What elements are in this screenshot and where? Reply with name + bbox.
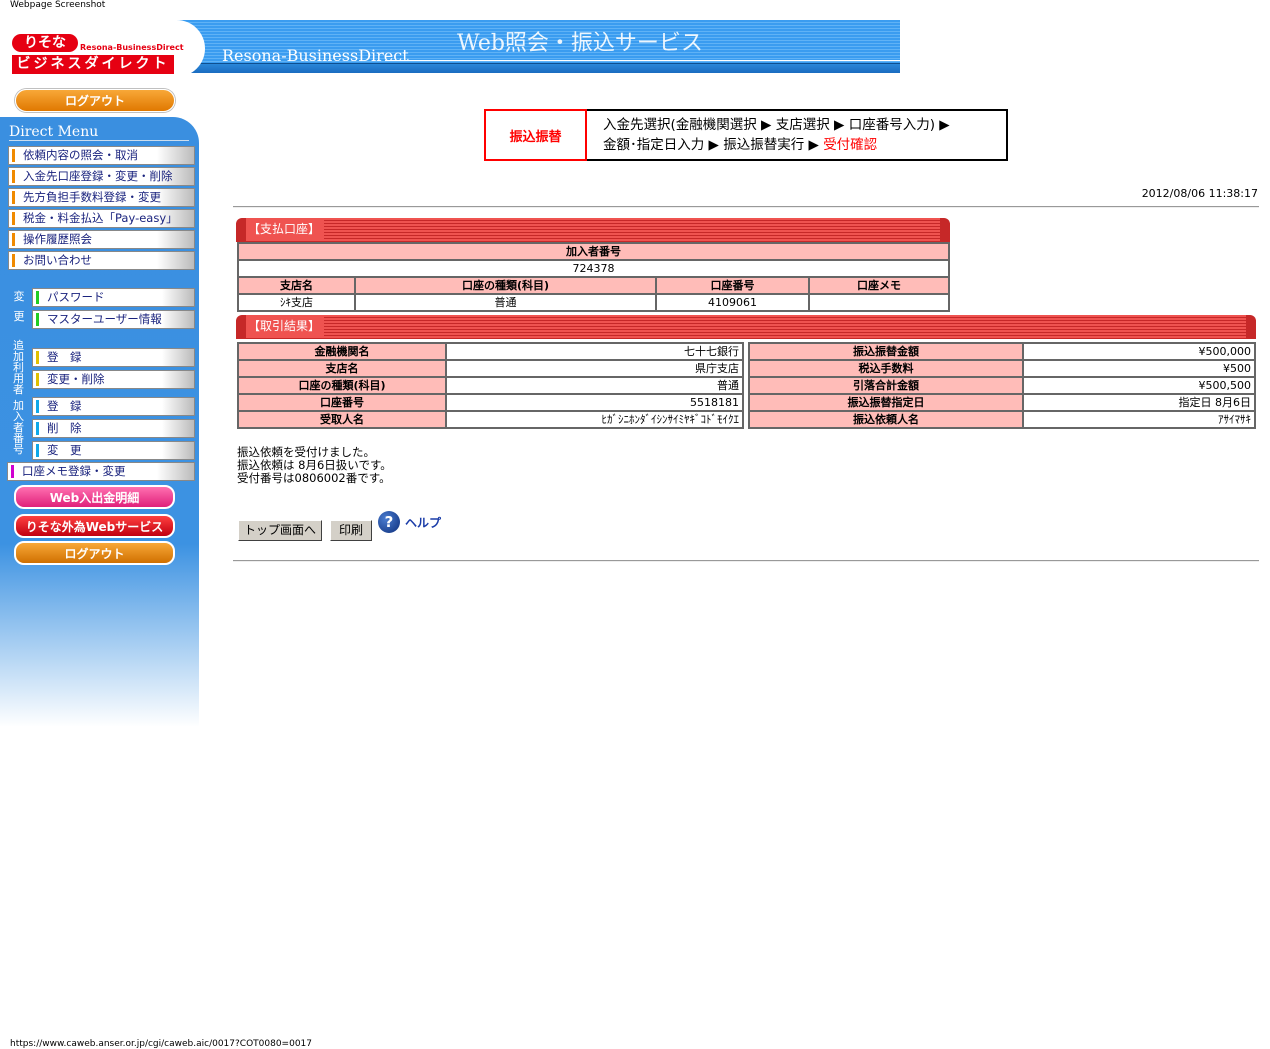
page-title: Web照会・振込サービス: [457, 31, 703, 56]
help-link[interactable]: ヘルプ: [405, 516, 442, 530]
table-row: 口座番号 5518181: [237, 393, 744, 412]
table-row: 振込振替指定日 指定日 8月6日: [748, 393, 1256, 412]
caption: Webpage Screenshot: [10, 0, 106, 10]
step-line-1: 入金先選択(金融機関選択 ▶ 支店選択 ▶ 口座番号入力) ▶: [603, 117, 950, 133]
logout-button-bottom[interactable]: ログアウト: [14, 541, 175, 565]
menu-item-subscriber-delete[interactable]: 削 除: [32, 419, 195, 438]
label: 振込依頼人名: [748, 410, 1024, 429]
result-messages: 振込依頼を受付けました。 振込依頼は 8月6日扱いです。 受付番号は080600…: [237, 446, 392, 485]
table-row: 口座の種類(科目) 普通: [237, 376, 744, 395]
forex-web-button[interactable]: りそな外為Webサービス: [14, 514, 175, 538]
label: 支店名: [237, 359, 447, 378]
payment-account-header: 【支払口座】: [236, 218, 950, 242]
table-row: 税込手数料 ¥500: [748, 359, 1256, 378]
value: 指定日 8月6日: [1022, 393, 1256, 412]
direct-menu-title: Direct Menu: [9, 124, 189, 141]
step-category: 振込振替: [484, 109, 587, 161]
col-header: 口座番号: [655, 276, 810, 295]
value: ¥500,000: [1022, 342, 1256, 361]
cell-branch: ｼｷ支店: [237, 293, 356, 312]
value: ﾋｶﾞｼﾆﾎﾝﾀﾞｲｼﾝｻｲﾐﾔｷﾞｺﾄﾞﾓｲｸｴ: [445, 410, 744, 429]
col-header: 支店名: [237, 276, 356, 295]
cell-memo: [808, 293, 950, 312]
result-header: 【取引結果】: [236, 315, 1256, 339]
table-row: 受取人名 ﾋｶﾞｼﾆﾎﾝﾀﾞｲｼﾝｻｲﾐﾔｷﾞｺﾄﾞﾓｲｸｴ: [237, 410, 744, 429]
menu-item-contact[interactable]: お問い合わせ: [8, 251, 195, 270]
result-left-table: 金融機関名 七十七銀行 支店名 県庁支店 口座の種類(科目) 普通 口座番号 55181…: [237, 342, 744, 429]
label: 口座番号: [237, 393, 447, 412]
change-label: 変: [13, 290, 25, 303]
message: 振込依頼を受付けました。: [237, 445, 375, 459]
subscriber-header: 加入者番号: [237, 242, 950, 261]
value: ¥500,500: [1022, 376, 1256, 395]
label: 税込手数料: [748, 359, 1024, 378]
table-row: 振込振替金額 ¥500,000: [748, 342, 1256, 361]
value: ｱｻｲﾏｻｷ: [1022, 410, 1256, 429]
divider: [233, 206, 1259, 208]
menu-item-user-register[interactable]: 登 録: [32, 348, 195, 367]
menu-item-password[interactable]: パスワード: [32, 288, 195, 307]
web-statement-button[interactable]: Web入出金明細: [14, 485, 175, 509]
help-icon[interactable]: ?: [378, 511, 400, 533]
brand-line: [385, 60, 900, 61]
value: 5518181: [445, 393, 744, 412]
logo: りそな: [12, 34, 78, 52]
logout-button[interactable]: ログアウト: [15, 89, 175, 112]
menu-item-subscriber-change[interactable]: 変 更: [32, 441, 195, 460]
timestamp: 2012/08/06 11:38:17: [1141, 187, 1258, 200]
message: 受付番号は0806002番です。: [237, 471, 391, 485]
label: 引落合計金額: [748, 376, 1024, 395]
col-header: 口座メモ: [808, 276, 950, 295]
value: 普通: [445, 376, 744, 395]
step-current: 受付確認: [823, 137, 878, 153]
subscriber-number: 724378: [237, 259, 950, 278]
value: 七十七銀行: [445, 342, 744, 361]
change-label-2: 更: [13, 310, 25, 323]
top-page-button[interactable]: トップ画面へ: [238, 520, 322, 541]
table-row: 金融機関名 七十七銀行: [237, 342, 744, 361]
cell-account-number: 4109061: [655, 293, 810, 312]
brand-text: Resona-BusinessDirect: [222, 46, 409, 65]
menu-item-master-user[interactable]: マスターユーザー情報: [32, 310, 195, 329]
label: 振込振替指定日: [748, 393, 1024, 412]
menu-item-user-edit[interactable]: 変更・削除: [32, 370, 195, 389]
table-row: 引落合計金額 ¥500,500: [748, 376, 1256, 395]
menu-item-history[interactable]: 操作履歴照会: [8, 230, 195, 249]
menu-item-payeasy[interactable]: 税金・料金払込「Pay-easy」: [8, 209, 195, 228]
menu-item-account-memo[interactable]: 口座メモ登録・変更: [7, 462, 195, 481]
label: 振込振替金額: [748, 342, 1024, 361]
result-title: 【取引結果】: [246, 315, 325, 337]
divider-bottom: [233, 560, 1259, 562]
menu-item-payee-account[interactable]: 入金先口座登録・変更・削除: [8, 167, 195, 186]
step-line-2: 金額･指定日入力 ▶ 振込振替実行 ▶: [603, 137, 824, 153]
subscriber-label: 加入者番号: [13, 399, 24, 456]
step-indicator: 振込振替 入金先選択(金融機関選択 ▶ 支店選択 ▶ 口座番号入力) ▶ 金額･指…: [484, 109, 1008, 161]
message: 振込依頼は 8月6日扱いです。: [237, 458, 392, 472]
logo-bottom: ビジネスダイレクト: [12, 55, 174, 74]
payment-account-table: 加入者番号 724378 支店名 口座の種類(科目) 口座番号 口座メモ ｼｷ支店 普通…: [237, 242, 950, 312]
print-button[interactable]: 印刷: [330, 520, 372, 541]
value: 県庁支店: [445, 359, 744, 378]
label: 受取人名: [237, 410, 447, 429]
logo-sub: Resona-BusinessDirect: [80, 43, 184, 52]
result-right-table: 振込振替金額 ¥500,000 税込手数料 ¥500 引落合計金額 ¥500,500 …: [748, 342, 1256, 429]
table-row: 支店名 県庁支店: [237, 359, 744, 378]
menu-item-subscriber-register[interactable]: 登 録: [32, 397, 195, 416]
menu-item-fee[interactable]: 先方負担手数料登録・変更: [8, 188, 195, 207]
value: ¥500: [1022, 359, 1256, 378]
status-url: https://www.caweb.anser.or.jp/cgi/caweb.…: [10, 1039, 313, 1049]
label: 口座の種類(科目): [237, 376, 447, 395]
menu-item-inquiry[interactable]: 依頼内容の照会・取消: [8, 146, 195, 165]
cell-account-type: 普通: [354, 293, 657, 312]
col-header: 口座の種類(科目): [354, 276, 657, 295]
additional-user-label: 追加利用者: [13, 339, 24, 396]
label: 金融機関名: [237, 342, 447, 361]
table-row: 振込依頼人名 ｱｻｲﾏｻｷ: [748, 410, 1256, 429]
payment-account-title: 【支払口座】: [246, 218, 325, 240]
